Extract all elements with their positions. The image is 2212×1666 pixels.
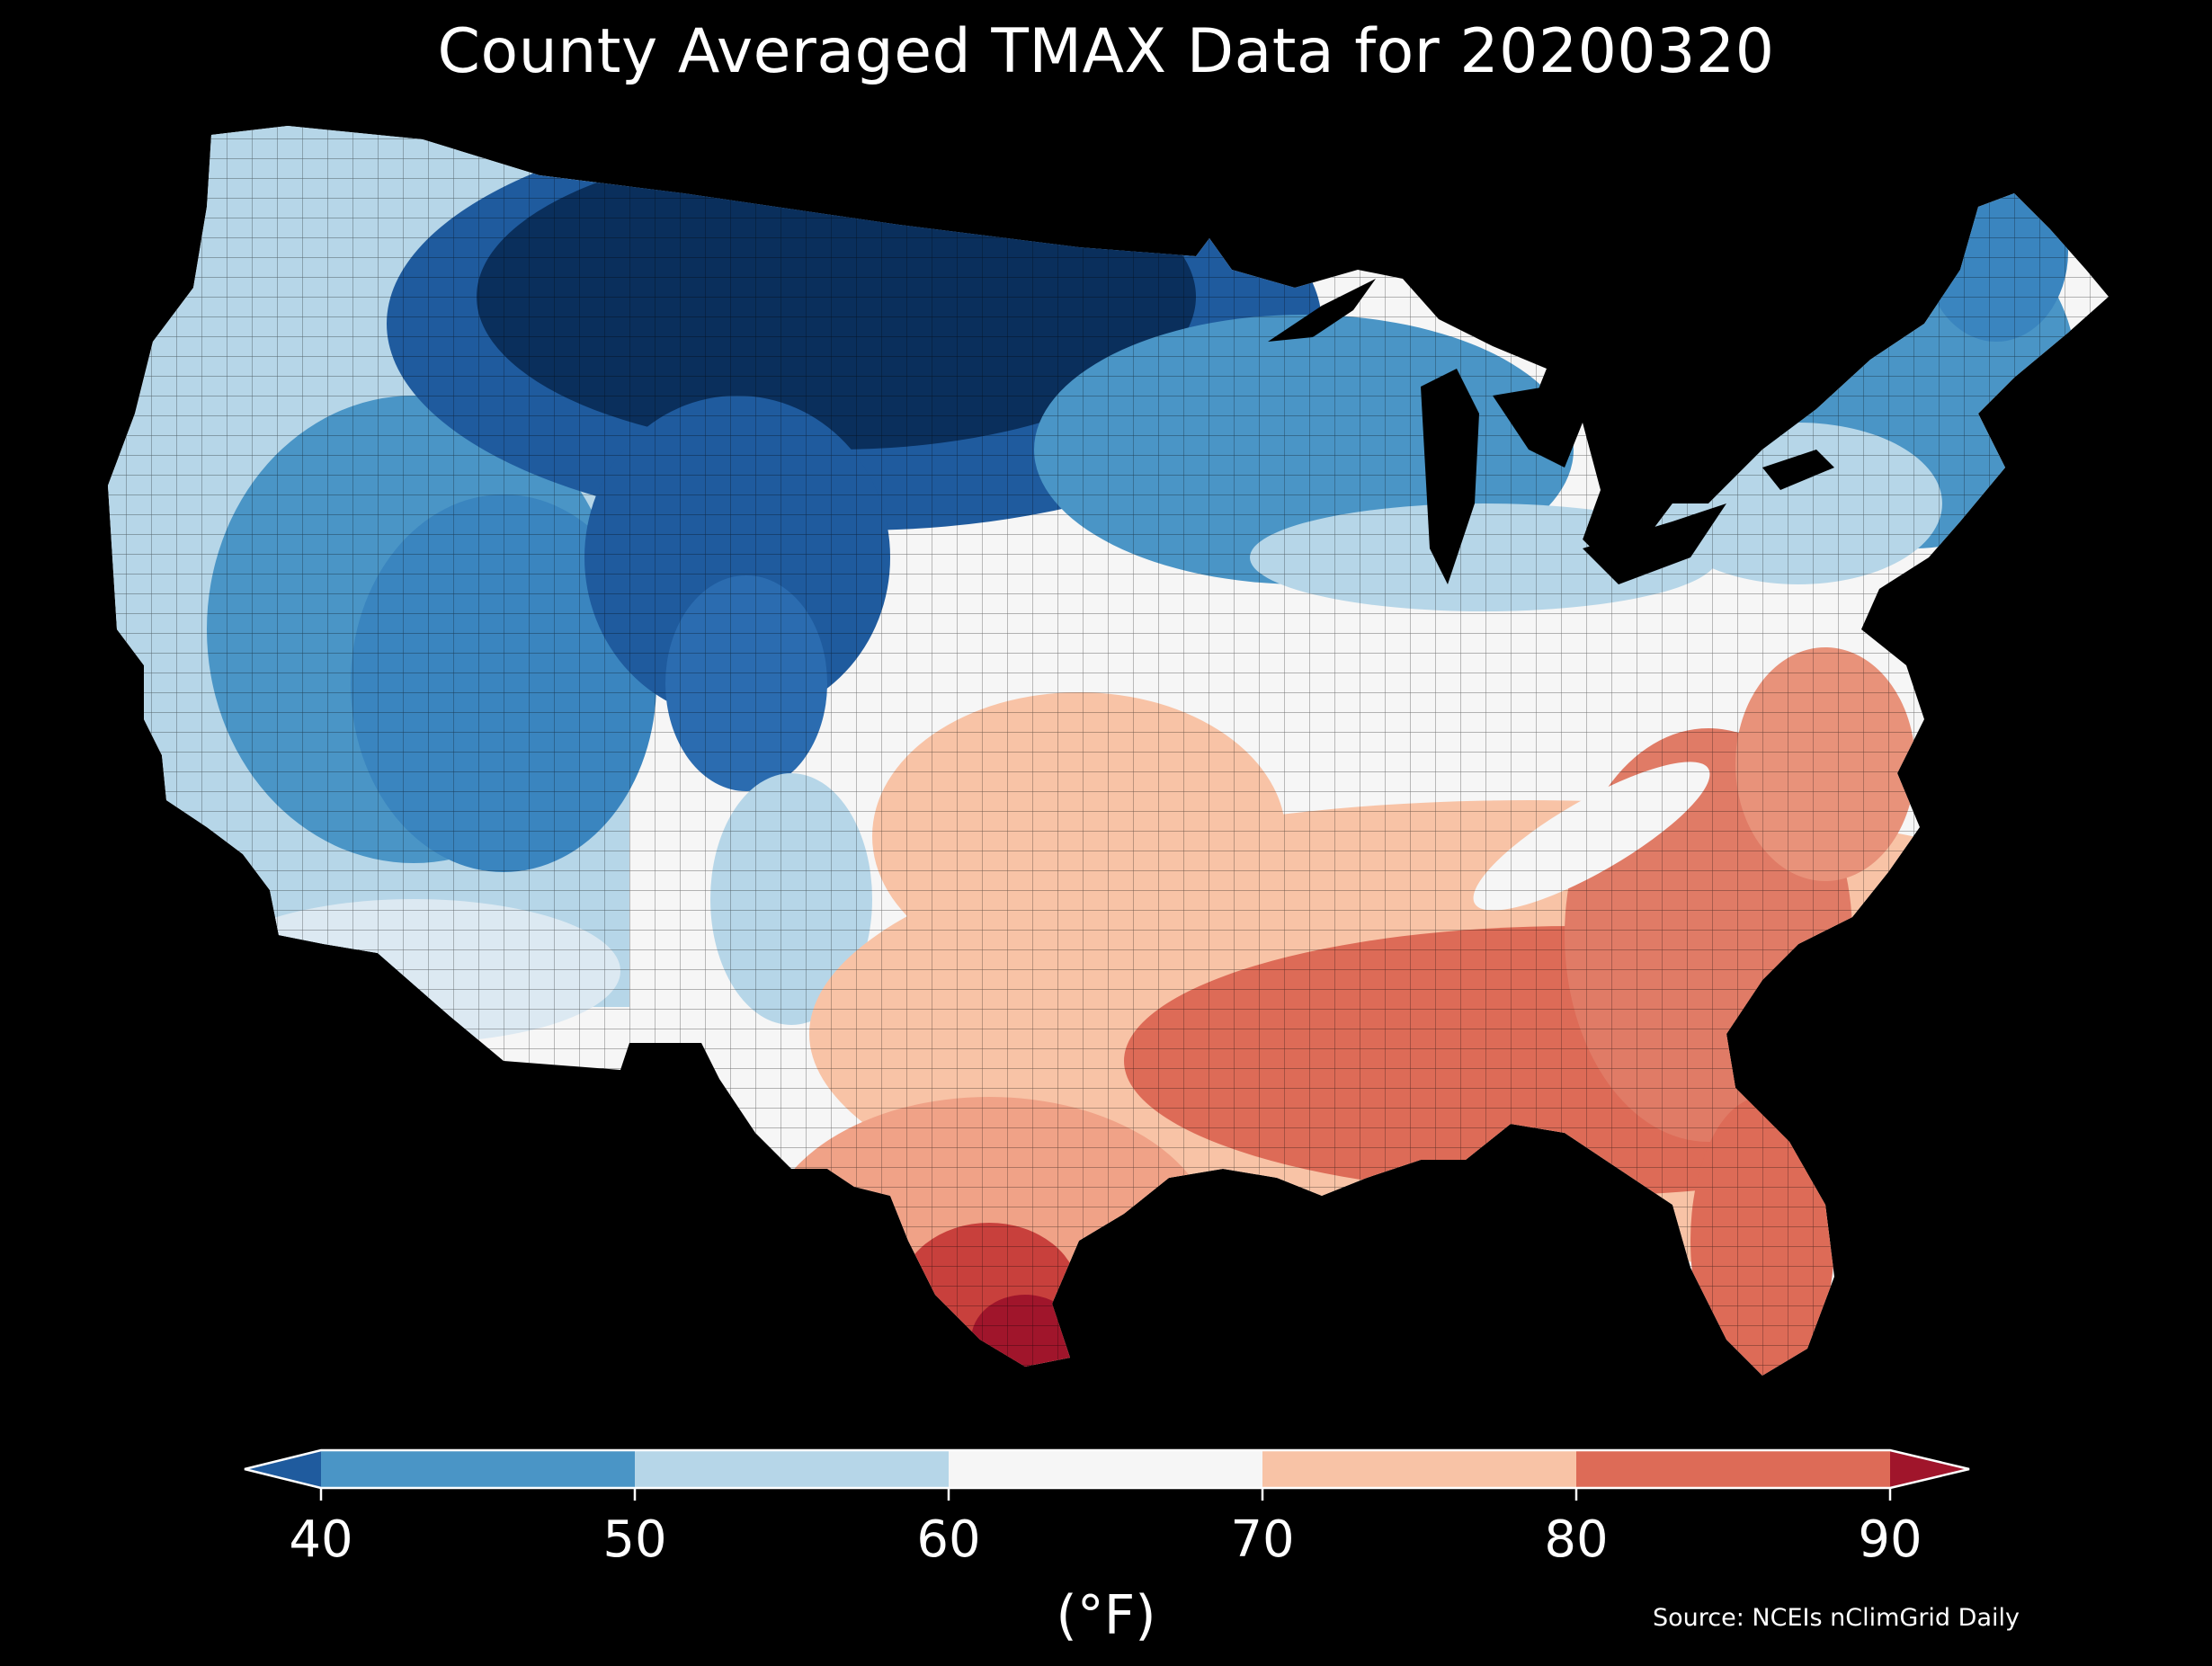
colorbar-extend-high xyxy=(1890,1450,1969,1488)
great-lakes xyxy=(1268,279,1834,584)
colorbar-unit-label: (°F) xyxy=(1056,1584,1156,1647)
colorbar-tick-label: 70 xyxy=(1230,1510,1295,1569)
colorbar-segment xyxy=(1576,1450,1891,1488)
colorbar-segment xyxy=(321,1450,636,1488)
temperature-field xyxy=(108,126,2109,1376)
colorbar-extend-low xyxy=(245,1450,321,1488)
source-credit: Source: NCEIs nClimGrid Daily xyxy=(1653,1604,2020,1632)
colorbar-tick-label: 50 xyxy=(602,1510,667,1569)
colorbar-tick-label: 40 xyxy=(289,1510,353,1569)
colorbar-segment xyxy=(635,1450,950,1488)
us-county-tmax-map xyxy=(108,126,2109,1376)
colorbar-tick-label: 80 xyxy=(1544,1510,1609,1569)
colorbar-tick-label: 90 xyxy=(1858,1510,1922,1569)
colorbar-segment xyxy=(1262,1450,1577,1488)
colorbar-tick-label: 60 xyxy=(916,1510,981,1569)
colorbar-segment xyxy=(949,1450,1263,1488)
map-title: County Averaged TMAX Data for 20200320 xyxy=(437,16,1775,87)
